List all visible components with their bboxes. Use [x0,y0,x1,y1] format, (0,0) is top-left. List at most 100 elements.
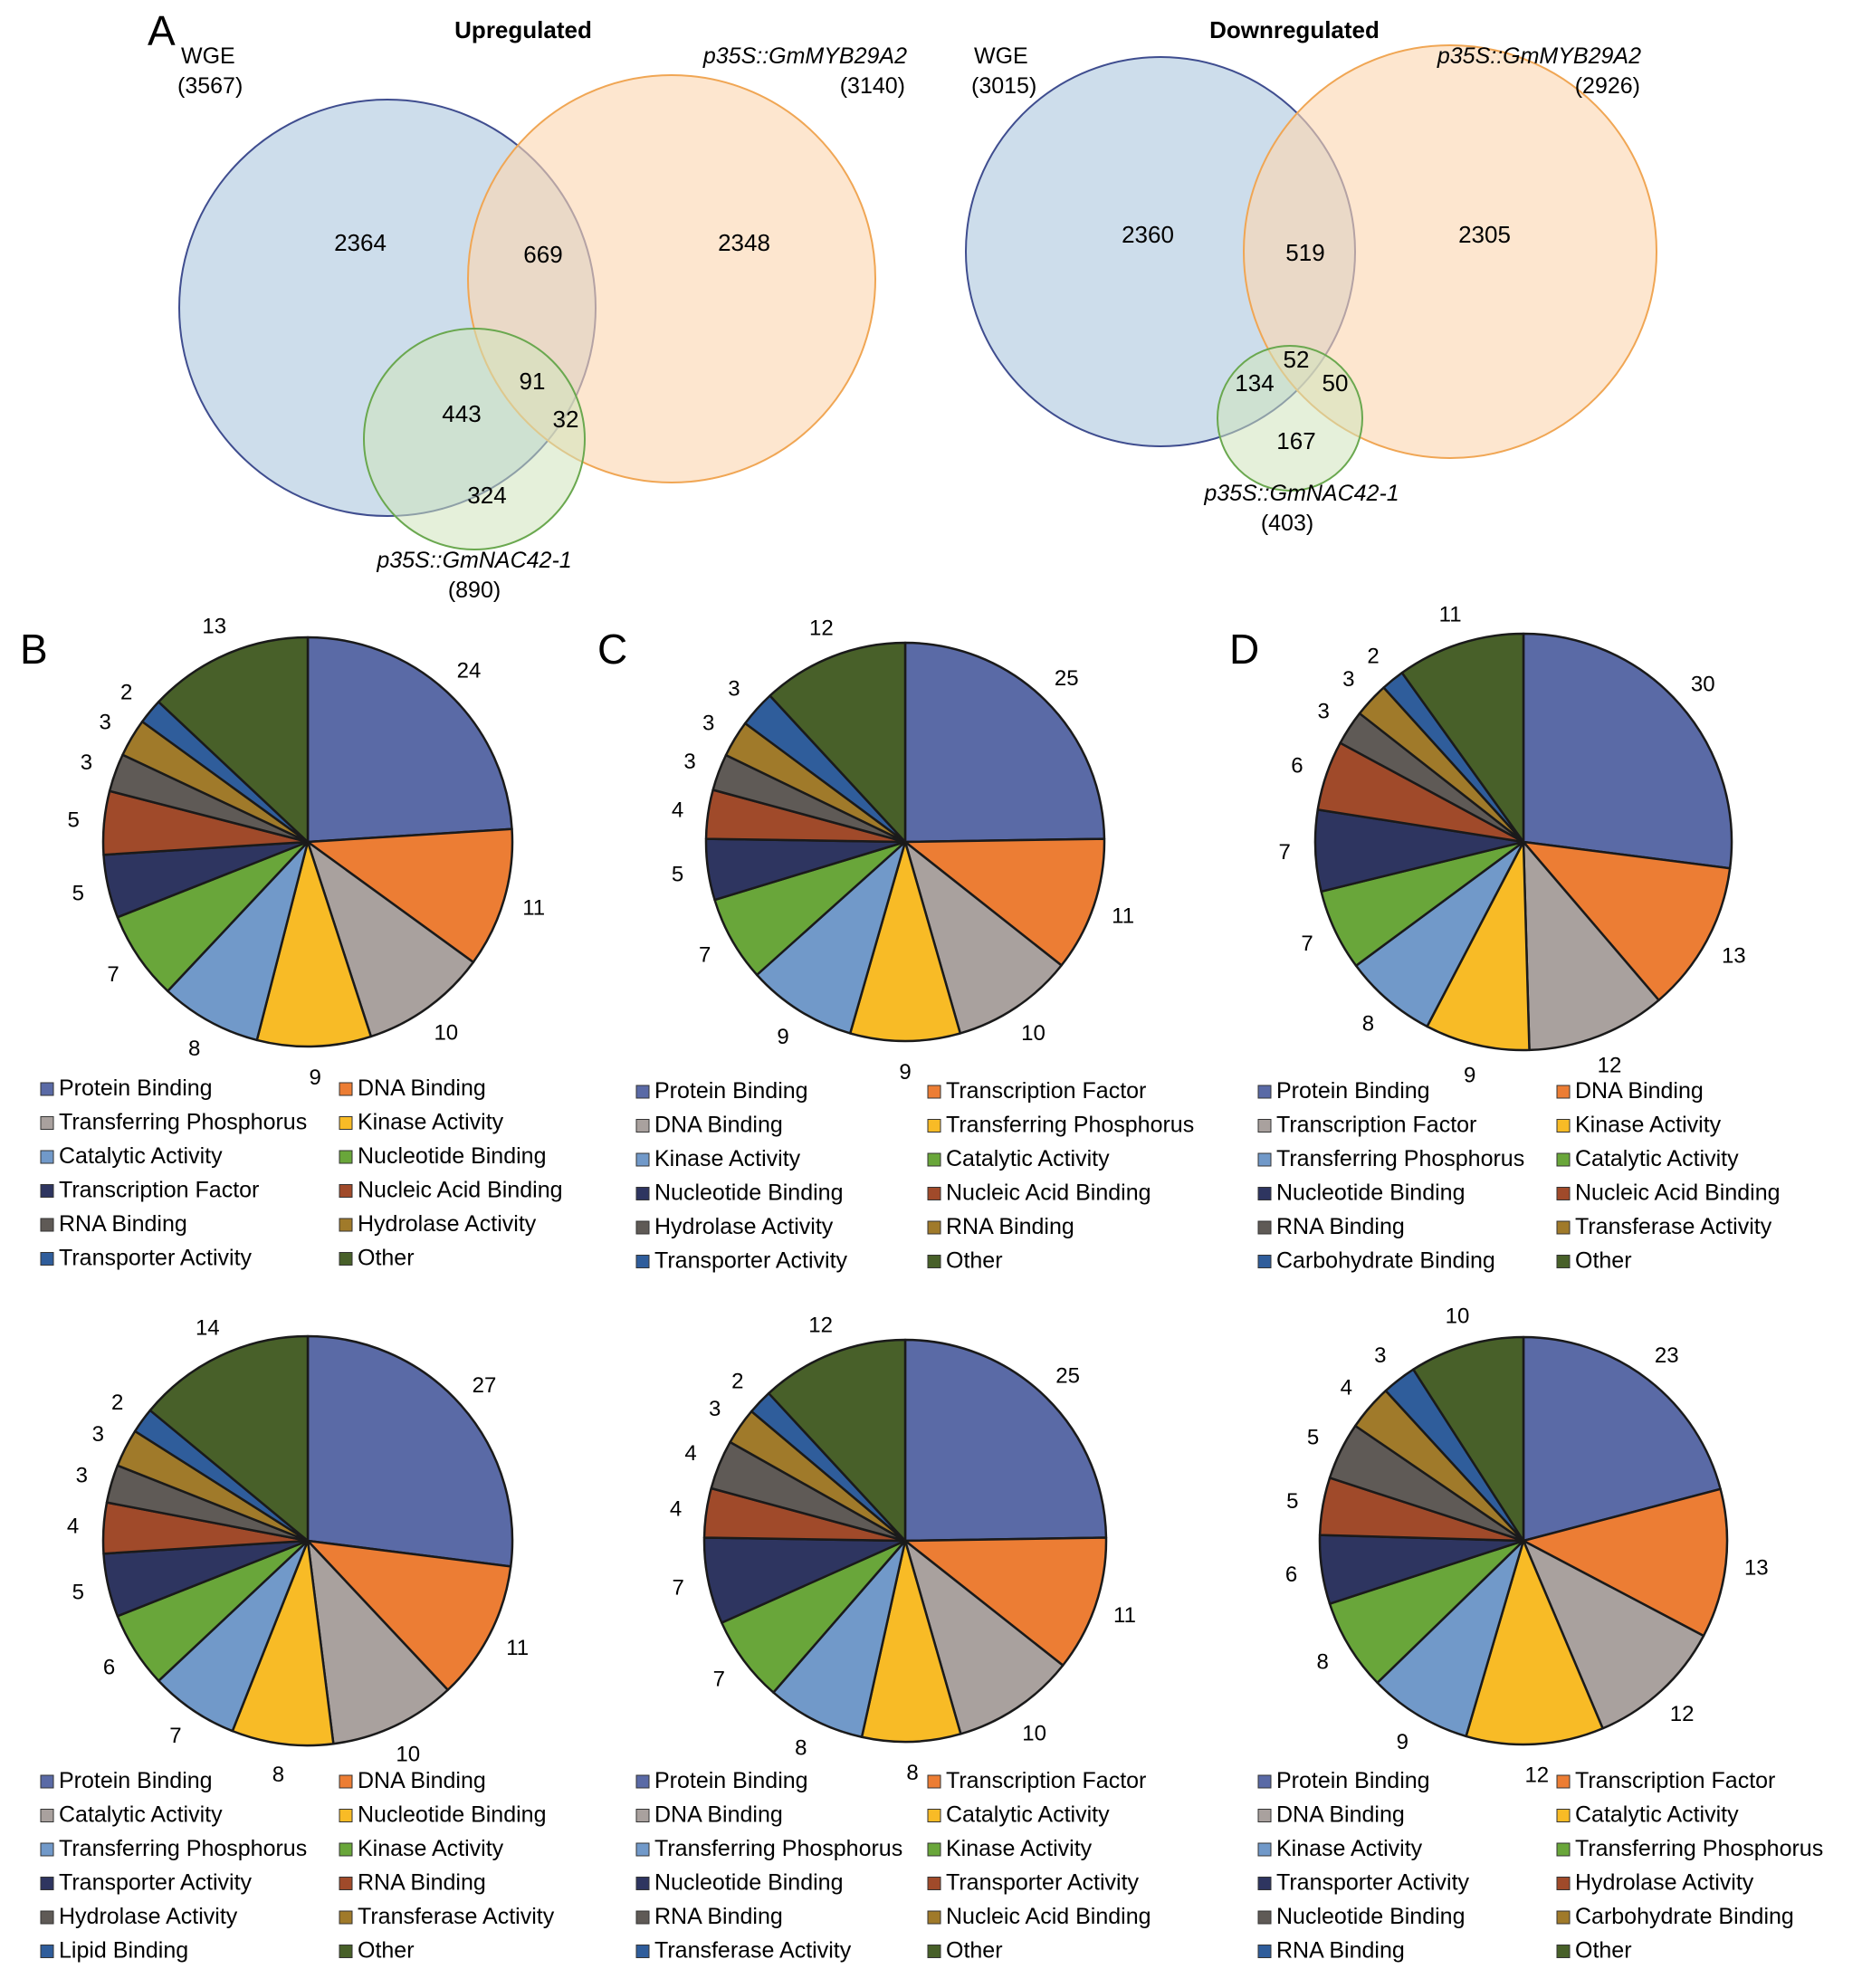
venn-down-myb-only: 2305 [1458,221,1511,248]
legend-label-dna-binding: DNA Binding [358,1075,486,1101]
pie-slice-protein-binding [903,641,1106,844]
pie-value-label: 10 [1022,1722,1046,1746]
pie-value-label: 4 [1341,1375,1352,1400]
pie-slice-other [1412,1335,1525,1543]
legend-swatch-transferring-phosphorus [927,1119,941,1133]
pie-value-label: 12 [808,1314,833,1338]
legend-swatch-rna-binding [927,1220,941,1235]
pie-value-label: 12 [809,616,834,641]
legend-swatch-rna-binding [339,1877,353,1890]
legend-swatch-nucleic-acid-binding [339,1184,353,1198]
legend-label-transferring-phosphorus: Transferring Phosphorus [654,1836,902,1861]
legend-label-protein-binding: Protein Binding [59,1768,213,1793]
pie-slice-dna-binding [903,1539,1065,1735]
legend-swatch-other [339,1252,353,1266]
legend-swatch-protein-binding [1257,1774,1272,1789]
pie-value-label: 3 [709,1397,721,1421]
legend-swatch-kinase-activity [339,1842,353,1857]
legend-label-protein-binding: Protein Binding [1276,1768,1430,1793]
pie-slice-kinase-activity [755,840,907,1035]
legend-swatch-protein-binding [40,1774,54,1789]
legend-swatch-lipid-binding [40,1945,54,1958]
legend-label-transcription-factor: Transcription Factor [1575,1768,1775,1793]
pie-value-label: 5 [68,808,80,833]
pie-value-label: 9 [310,1066,321,1090]
venn-up-myb-total: (3140) [840,73,905,99]
venn-up-all-three: 91 [520,368,546,395]
pie-slice-catalytic-activity [860,1539,962,1744]
pie-slice-kinase-activity [1426,840,1531,1052]
pie-value-label: 11 [1439,603,1462,627]
legend-label-catalytic-activity: Catalytic Activity [946,1802,1110,1828]
pie-value-label: 14 [196,1316,220,1341]
legend-label-dna-binding: DNA Binding [358,1768,486,1793]
pie-slice-other [767,1338,907,1543]
legend-label-transferring-phosphorus: Transferring Phosphorus [59,1110,307,1135]
legend-label-transporter-activity: Transporter Activity [946,1870,1140,1896]
legend-swatch-other [1556,1945,1571,1958]
legend-b-top: Protein Binding DNA Binding Transferring P… [40,1075,563,1271]
legend-label-other: Other [1575,1248,1632,1274]
pie-slice-nucleotide-binding [231,1539,335,1747]
venn-up-title: Upregulated [454,16,592,43]
legend-label-carbohydrate-binding: Carbohydrate Binding [1276,1248,1495,1274]
legend-label-hydrolase-activity: Hydrolase Activity [1575,1870,1754,1896]
pie-slice-protein-binding [1522,632,1733,870]
pie-value-label: 10 [1021,1021,1046,1046]
legend-swatch-dna-binding [339,1774,353,1789]
pie-slice-transferring-phosphorus [306,840,475,1038]
legend-swatch-transcription-factor [927,1774,941,1789]
legend-swatch-other [1556,1255,1571,1268]
pie-value-label: 11 [1113,1603,1136,1628]
pie-slice-catalytic-activity [1465,1539,1604,1746]
legend-swatch-carbohydrate-binding [1556,1910,1571,1925]
pie-value-label: 12 [1524,1763,1549,1788]
pie-value-label: 3 [81,750,92,775]
legend-label-nucleic-acid-binding: Nucleic Acid Binding [358,1178,563,1203]
pie-slice-dna-binding [306,1539,512,1691]
legend-label-kinase-activity: Kinase Activity [654,1146,801,1171]
pie-slice-transcription-factor [1522,840,1660,1052]
legend-label-rna-binding: RNA Binding [946,1214,1074,1239]
pie-value-label: 4 [672,798,683,823]
legend-swatch-transferring-phosphorus [1556,1842,1571,1857]
pie-slice-transferring-phosphorus [1328,1539,1525,1685]
legend-label-hydrolase-activity: Hydrolase Activity [358,1211,537,1237]
legend-swatch-nucleic-acid-binding [927,1910,941,1925]
pie-value-label: 3 [1318,699,1330,723]
pie-value-label: 3 [76,1464,88,1488]
legend-label-transferase-activity: Transferase Activity [654,1938,852,1964]
pie-value-label: 10 [396,1742,420,1766]
venn-down-title: Downregulated [1209,16,1380,43]
legend-label-transporter-activity: Transporter Activity [654,1248,848,1274]
pie-value-label: 3 [1342,667,1354,692]
legend-label-transferring-phosphorus: Transferring Phosphorus [59,1836,307,1861]
legend-label-other: Other [358,1246,415,1271]
legend-label-hydrolase-activity: Hydrolase Activity [59,1904,238,1929]
pie-value-label: 8 [272,1763,284,1787]
legend-label-catalytic-activity: Catalytic Activity [1575,1146,1739,1171]
pie-value-label: 5 [1286,1489,1298,1514]
venn-up-nac-label: p35S::GmNAC42-1 [376,548,571,573]
pie-value-label: 27 [473,1373,497,1398]
legend-c-bottom: Protein Binding Transcription Factor DNA B… [635,1768,1151,1964]
venn-down-nac-total: (403) [1261,511,1313,536]
venn-up-wge-myb: 669 [523,241,562,268]
legend-label-transcription-factor: Transcription Factor [946,1768,1146,1793]
legend-swatch-hydrolase-activity [40,1910,54,1925]
legend-label-transferring-phosphorus: Transferring Phosphorus [1276,1146,1524,1171]
pie-value-label: 5 [72,1581,84,1605]
legend-label-hydrolase-activity: Hydrolase Activity [654,1214,834,1239]
legend-label-transcription-factor: Transcription Factor [946,1078,1146,1104]
legend-swatch-transporter-activity [1257,1877,1272,1890]
legend-label-nucleotide-binding: Nucleotide Binding [1276,1904,1465,1929]
pie-value-label: 4 [67,1515,79,1539]
legend-swatch-transporter-activity [40,1877,54,1890]
legend-swatch-dna-binding [1556,1085,1571,1099]
pie-slice-protein-binding [1522,1335,1722,1543]
pie-value-label: 2 [111,1391,123,1415]
legend-label-catalytic-activity: Catalytic Activity [1575,1802,1739,1828]
legend-label-protein-binding: Protein Binding [654,1078,808,1104]
